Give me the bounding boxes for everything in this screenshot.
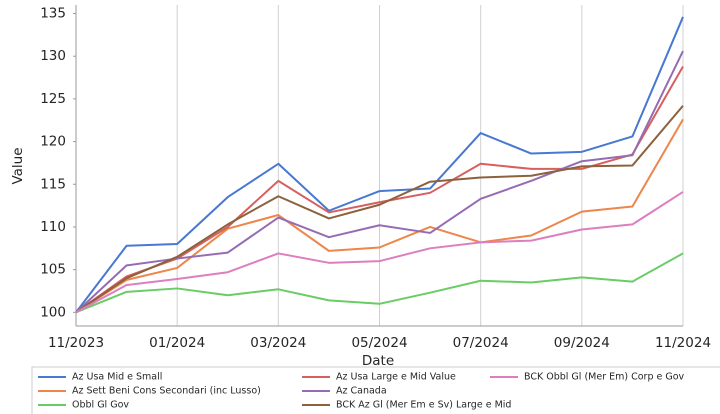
legend-label: Obbl Gl Gov [72, 400, 129, 411]
x-tick-label: 11/2024 [655, 335, 711, 351]
y-tick-label: 100 [40, 304, 66, 320]
x-tick-label: 09/2024 [554, 335, 610, 351]
y-tick-label: 120 [40, 134, 66, 150]
y-tick-label: 115 [40, 176, 66, 192]
series-line [75, 16, 684, 313]
x-axis-title: Date [362, 353, 394, 369]
y-tick-label: 125 [40, 91, 66, 107]
series-line [75, 252, 684, 314]
legend-label: Az Canada [336, 386, 387, 397]
legend-label: BCK Obbl Gl (Mer Em) Corp e Gov [524, 372, 685, 383]
series-line [75, 191, 684, 314]
y-axis-title: Value [10, 147, 26, 184]
series-line [75, 105, 684, 314]
y-tick-label: 130 [40, 48, 66, 64]
series-line [75, 118, 684, 314]
legend-label: Az Usa Large e Mid Value [336, 372, 456, 383]
x-tick-label: 03/2024 [250, 335, 306, 351]
x-tick-label: 05/2024 [351, 335, 407, 351]
legend-box [31, 366, 720, 414]
legend-label: Az Usa Mid e Small [72, 372, 162, 383]
series-line [75, 50, 684, 314]
y-tick-label: 135 [40, 6, 66, 22]
y-tick-label: 105 [40, 262, 66, 278]
y-tick-label: 110 [40, 219, 66, 235]
legend-label: Az Sett Beni Cons Secondari (inc Lusso) [72, 386, 261, 397]
x-tick-label: 07/2024 [453, 335, 509, 351]
x-tick-label: 11/2023 [48, 335, 104, 351]
legend-label: BCK Az Gl (Mer Em e Sv) Large e Mid [336, 400, 511, 411]
x-tick-label: 01/2024 [149, 335, 205, 351]
